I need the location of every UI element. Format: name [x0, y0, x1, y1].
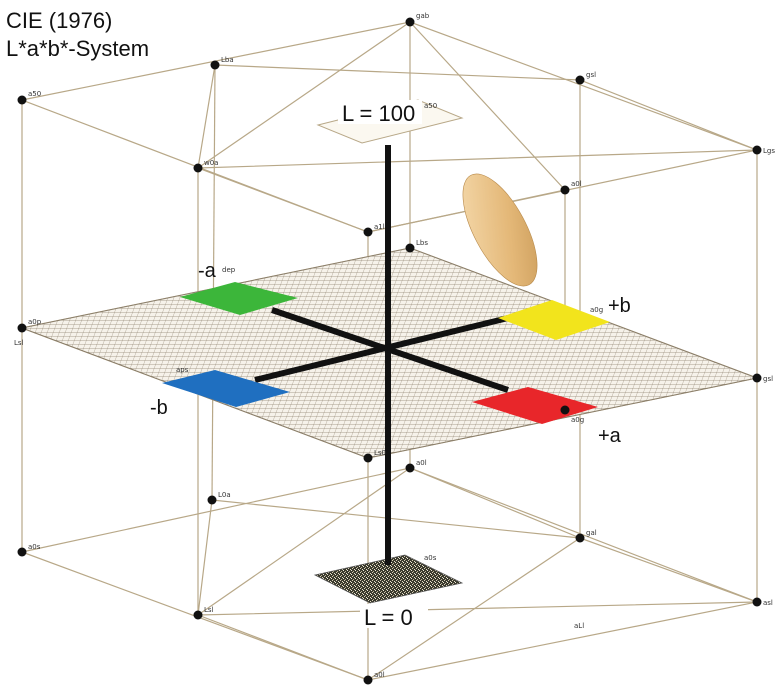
vertex-dot	[405, 243, 415, 253]
vertex-label: gsl	[586, 71, 596, 79]
vertex-dot	[752, 373, 762, 383]
vertex-dot	[752, 597, 762, 607]
vertex-label: a0s	[28, 543, 41, 551]
vertex-label: a50	[424, 102, 437, 110]
vertex-label: w0a	[204, 159, 218, 167]
vertex-dot	[405, 463, 415, 473]
l100-label-bg	[338, 100, 422, 124]
l0-label-bg	[360, 604, 428, 628]
vertex-dot	[363, 675, 373, 685]
vertex-label: aps	[176, 366, 189, 374]
vertex-dot	[17, 323, 27, 333]
vertex-dot	[575, 533, 585, 543]
l100-label: L = 100	[342, 101, 415, 126]
title-line-1: CIE (1976)	[6, 8, 112, 33]
vertex-label: a0l	[374, 671, 385, 679]
vertex-dot	[193, 610, 203, 620]
vertex-dot	[752, 145, 762, 155]
vertex-label: a0l	[416, 459, 427, 467]
vertex-label: a0g	[571, 416, 584, 424]
vertex-dot	[575, 75, 585, 85]
vertex-label: gal	[586, 529, 597, 537]
vertex-label: a1l	[374, 223, 385, 231]
vertex-label: asl	[763, 599, 773, 607]
vertex-dot	[363, 453, 373, 463]
vertex-dots	[17, 17, 762, 685]
vertex-label: gsl	[763, 375, 773, 383]
vertex-dot	[560, 185, 570, 195]
vertex-label: a0s	[424, 554, 437, 562]
vertex-dot	[405, 17, 415, 27]
vertex-label: Lbs	[416, 239, 428, 247]
color-tolerance-ellipsoid	[462, 173, 538, 287]
vertex-label: aLl	[574, 622, 584, 630]
blue-plate	[162, 370, 290, 407]
green-plate	[180, 282, 298, 315]
vertex-label: a0g	[590, 306, 603, 314]
vertex-dot	[193, 163, 203, 173]
yellow-plate	[498, 300, 610, 340]
plus-a-label: +a	[598, 425, 622, 447]
vertex-label: Lsl	[14, 339, 24, 347]
red-plate	[472, 387, 598, 424]
vertex-dot	[210, 60, 220, 70]
vertex-label: L0a	[218, 491, 231, 499]
minus-b-label: -b	[150, 397, 168, 419]
l0-plate	[313, 554, 464, 604]
vertex-dot	[17, 95, 27, 105]
title-line-2: L*a*b*-System	[6, 36, 149, 61]
lab-axes	[254, 145, 509, 565]
minus-a-label: -a	[198, 260, 217, 282]
vertex-label: Lsl	[204, 606, 214, 614]
vertex-label: a0p	[28, 318, 42, 326]
b-axis	[254, 315, 509, 383]
vertex-label: dep	[222, 266, 236, 274]
vertex-label: gab	[416, 12, 430, 20]
vertex-labels: gab Lba gsl a50 a50 Lgs w0a a0l a1l Lbs …	[14, 12, 775, 679]
vertex-dot	[560, 405, 570, 415]
vertex-label: Ls0	[374, 449, 386, 457]
vertex-label: Lgs	[763, 147, 775, 155]
vertex-label: a0l	[571, 180, 582, 188]
vertex-label: a50	[28, 90, 41, 98]
l0-label: L = 0	[364, 605, 413, 630]
vertex-label: Lba	[221, 56, 234, 64]
vertex-dot	[207, 495, 217, 505]
vertex-dot	[17, 547, 27, 557]
vertex-dot	[363, 227, 373, 237]
plus-b-label: +b	[608, 295, 631, 317]
